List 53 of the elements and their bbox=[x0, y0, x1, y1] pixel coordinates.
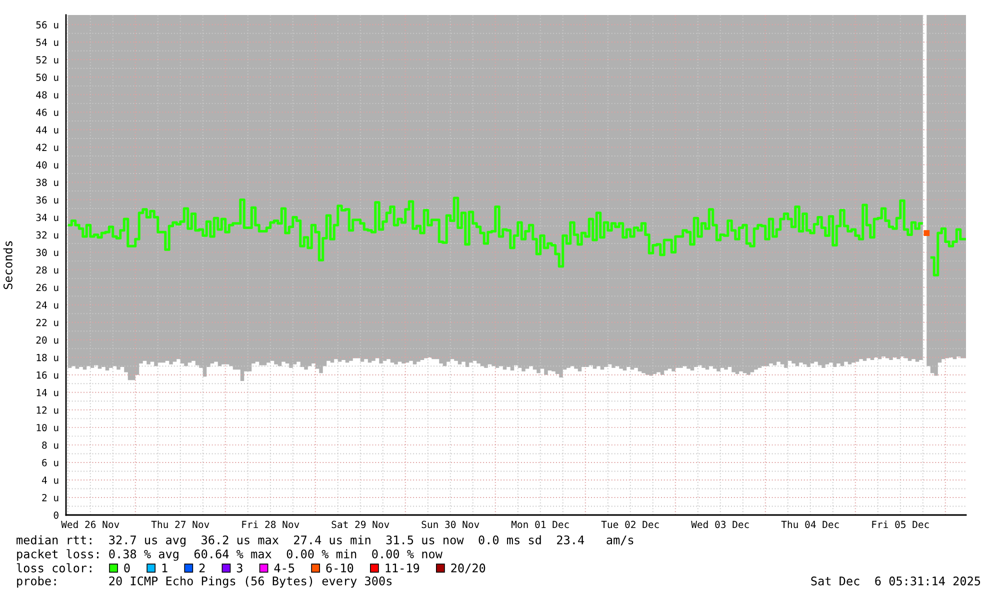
y-tick-label: 26 u bbox=[36, 284, 58, 292]
y-tick-label: 32 u bbox=[36, 231, 58, 239]
y-tick-label: 4 u bbox=[42, 476, 58, 484]
y-tick-label: 10 u bbox=[36, 424, 58, 432]
y-tick-label: 0 bbox=[54, 512, 58, 519]
y-tick-label: 40 u bbox=[36, 161, 58, 169]
y-tick-label: 22 u bbox=[36, 318, 58, 326]
y-tick-label: 18 u bbox=[36, 354, 58, 362]
legend-label: 20/20 bbox=[451, 564, 486, 574]
y-tick-label: 28 u bbox=[36, 266, 58, 274]
x-tick-label: Fri 05 Dec bbox=[872, 520, 929, 528]
legend-label: 6-10 bbox=[326, 564, 354, 572]
y-tick-label: 34 u bbox=[36, 214, 58, 222]
y-tick-label: 44 u bbox=[36, 126, 58, 134]
x-tick-label: Tue 02 Dec bbox=[601, 520, 659, 528]
x-tick-label: Sat 29 Nov bbox=[332, 520, 390, 528]
y-tick-label: 20 u bbox=[36, 336, 58, 344]
legend-label: 1 bbox=[162, 564, 168, 572]
y-tick-label: 48 u bbox=[36, 91, 58, 99]
y-tick-label: 38 u bbox=[36, 178, 58, 186]
y-tick-label: 14 u bbox=[36, 389, 58, 396]
x-tick-label: Fri 28 Nov bbox=[242, 520, 300, 528]
y-tick-label: 52 u bbox=[36, 56, 58, 64]
legend-label: 2 bbox=[199, 564, 205, 572]
text: Sat Dec 6 05:31:14 2025 bbox=[811, 576, 980, 586]
legend-label: 4-5 bbox=[274, 564, 294, 572]
legend-label: 0 bbox=[124, 564, 130, 572]
y-tick-label: 8 u bbox=[42, 441, 58, 449]
y-tick-label: 46 u bbox=[36, 108, 58, 116]
y-tick-label: 6 u bbox=[42, 458, 58, 466]
y-tick-label: 36 u bbox=[36, 196, 58, 204]
x-tick-label: Wed 26 Nov bbox=[61, 520, 120, 528]
text: packet loss: 0.38 % avg 60.64 % max 0.00 % min 0.00 % now bbox=[17, 549, 442, 561]
x-tick-label: Thu 27 Nov bbox=[151, 520, 210, 528]
legend-title: loss color: bbox=[16, 563, 92, 572]
y-tick-label: 24 u bbox=[36, 301, 58, 309]
x-tick-label: Wed 03 Dec bbox=[691, 520, 749, 528]
legend-label: 3 bbox=[236, 564, 242, 572]
x-tick-label: Mon 01 Dec bbox=[512, 520, 569, 528]
x-tick-label: Thu 04 Dec bbox=[781, 520, 839, 528]
y-tick-label: 56 u bbox=[36, 21, 58, 28]
y-tick-label: 50 u bbox=[36, 74, 58, 82]
y-tick-label: 2 u bbox=[42, 494, 58, 502]
y-tick-label: 42 u bbox=[36, 144, 58, 152]
y-tick-label: 12 u bbox=[36, 406, 58, 414]
x-tick-label: Sun 30 Nov bbox=[422, 520, 480, 528]
text: probe: 20 ICMP Echo Pings (56 Bytes) every 300s bbox=[17, 576, 392, 588]
y-tick-label: 16 u bbox=[36, 371, 58, 379]
y-tick-label: 30 u bbox=[36, 248, 58, 256]
text: median rtt: 32.7 us avg 36.2 us max 27.4 us min 31.5 us now 0.0 ms sd 23.4 am/s bbox=[16, 535, 634, 547]
y-tick-label: 54 u bbox=[36, 38, 58, 46]
y-axis-title: Seconds bbox=[3, 241, 12, 290]
legend-label: 11-19 bbox=[386, 564, 420, 572]
